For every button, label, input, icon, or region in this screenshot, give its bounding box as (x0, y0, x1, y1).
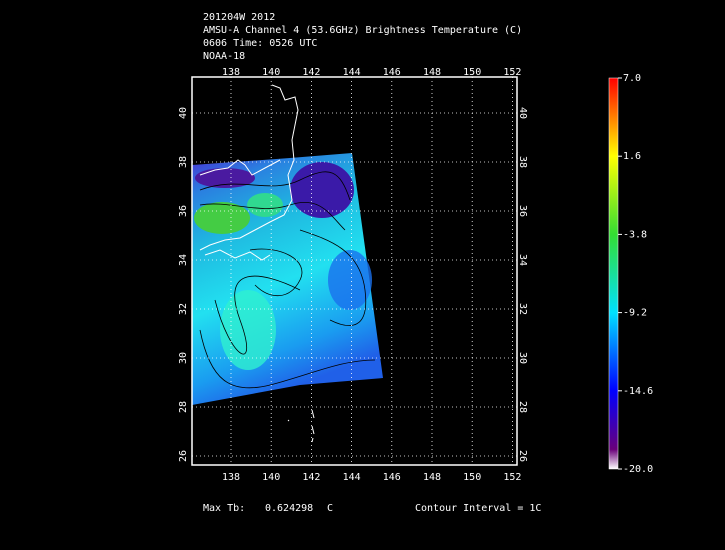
lon-label: 138 (222, 472, 240, 483)
lon-label: 148 (423, 67, 441, 78)
colorbar-label: -9.2 (623, 308, 647, 319)
footer: Max Tb: 0.624298 C Contour Interval = 1C (203, 503, 541, 514)
lat-label: 28 (178, 401, 189, 413)
lon-label: 148 (423, 472, 441, 483)
lat-label: 40 (178, 107, 189, 119)
lat-label: 36 (178, 205, 189, 217)
contour-interval: Contour Interval = 1C (415, 503, 541, 514)
colorbar-label: -3.8 (623, 229, 647, 240)
warm-region (194, 202, 250, 234)
contour (199, 171, 351, 201)
max-label: Max Tb: (203, 503, 245, 514)
lat-label: 38 (178, 156, 189, 168)
lat-label: 36 (517, 205, 528, 217)
colorbar-label: 7.0 (623, 73, 641, 84)
map-image (192, 84, 383, 443)
contour (199, 201, 346, 231)
contour (214, 275, 301, 355)
lat-label: 32 (178, 303, 189, 315)
lat-label: 34 (517, 254, 528, 266)
lat-label: 40 (517, 107, 528, 119)
lon-label: 140 (262, 67, 280, 78)
contour (199, 329, 376, 389)
lat-label: 26 (178, 450, 189, 462)
header-line: 201204W 2012 (203, 12, 275, 23)
coastline (204, 249, 271, 261)
cold-region (195, 168, 255, 188)
lon-label: 152 (503, 67, 521, 78)
warm-region (247, 193, 283, 217)
lon-label: 144 (343, 472, 361, 483)
header-line: NOAA-18 (203, 51, 245, 62)
lon-label: 142 (302, 67, 320, 78)
lon-label: 142 (302, 472, 320, 483)
lon-label: 140 (262, 472, 280, 483)
lat-label: 26 (517, 450, 528, 462)
lon-label: 146 (383, 67, 401, 78)
coastline (199, 84, 299, 251)
lon-label: 152 (503, 472, 521, 483)
colorbar-label: -14.6 (623, 386, 653, 397)
colorbar-label: -20.0 (623, 464, 653, 475)
max-unit: C (327, 503, 333, 514)
lat-label: 34 (178, 254, 189, 266)
header-line: AMSU-A Channel 4 (53.6GHz) Brightness Te… (203, 25, 522, 36)
colorbar-label: 1.6 (623, 151, 641, 162)
coastline (199, 159, 281, 176)
cold-region (328, 250, 372, 310)
lat-label: 28 (517, 401, 528, 413)
lat-label: 38 (517, 156, 528, 168)
lon-label: 138 (222, 67, 240, 78)
contour (249, 248, 303, 297)
colorbar (608, 77, 619, 470)
lon-label: 146 (383, 472, 401, 483)
header: 201204W 2012 AMSU-A Channel 4 (53.6GHz) B… (203, 12, 522, 62)
islands (287, 409, 315, 443)
lon-label: 150 (463, 67, 481, 78)
header-line: 0606 Time: 0526 UTC (203, 38, 317, 49)
lat-label: 30 (517, 352, 528, 364)
max-value: 0.624298 (265, 503, 313, 514)
lat-label: 32 (517, 303, 528, 315)
warm-region (220, 290, 276, 370)
lon-label: 144 (343, 67, 361, 78)
contour (299, 229, 367, 326)
lat-label: 30 (178, 352, 189, 364)
lon-label: 150 (463, 472, 481, 483)
map-frame (191, 76, 518, 466)
cold-region (290, 162, 354, 218)
